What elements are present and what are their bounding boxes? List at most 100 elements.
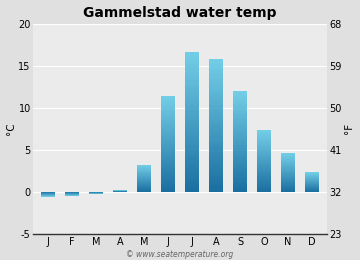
Bar [161,117,175,118]
Bar [161,152,175,153]
Bar [233,129,247,131]
Bar [305,189,319,190]
Bar [233,135,247,136]
Bar [257,171,271,172]
Bar [281,162,295,163]
Bar [185,101,199,103]
Bar [161,125,175,126]
Title: Gammelstad water temp: Gammelstad water temp [83,5,277,19]
Bar [209,147,223,150]
Bar [185,148,199,150]
Bar [233,104,247,106]
Bar [161,165,175,166]
Bar [185,54,199,57]
Bar [233,175,247,177]
Bar [137,189,151,190]
Bar [233,155,247,157]
Bar [185,96,199,99]
Bar [209,132,223,134]
Bar [161,109,175,110]
Bar [161,168,175,170]
Bar [257,151,271,152]
Bar [233,108,247,109]
Bar [257,179,271,180]
Bar [209,183,223,185]
Bar [185,171,199,173]
Bar [257,174,271,176]
Bar [233,119,247,121]
Bar [161,98,175,99]
Bar [209,59,223,61]
Bar [185,99,199,101]
Bar [305,183,319,184]
Bar [281,166,295,167]
Bar [185,89,199,92]
Bar [233,140,247,141]
Bar [233,172,247,173]
Bar [281,182,295,183]
Bar [137,191,151,192]
Bar [257,142,271,143]
Bar [209,61,223,63]
Bar [161,182,175,184]
Bar [257,183,271,184]
Bar [305,190,319,191]
Bar [257,184,271,185]
Bar [257,165,271,166]
Bar [209,79,223,81]
Bar [185,161,199,164]
Bar [209,63,223,66]
Bar [305,172,319,173]
Bar [185,117,199,120]
Bar [161,190,175,192]
Bar [257,180,271,181]
Bar [185,131,199,134]
Bar [257,154,271,155]
Bar [257,138,271,139]
Bar [185,143,199,145]
Bar [137,166,151,167]
Bar [281,158,295,159]
Bar [233,99,247,101]
Bar [281,161,295,162]
Bar [257,148,271,149]
Text: © www.seatemperature.org: © www.seatemperature.org [126,250,234,259]
Bar [257,186,271,187]
Bar [257,156,271,157]
Bar [185,120,199,122]
Bar [257,189,271,190]
Bar [305,176,319,177]
Bar [209,185,223,187]
Bar [281,190,295,191]
Bar [209,163,223,165]
Bar [257,164,271,165]
Bar [161,157,175,158]
Bar [305,179,319,180]
Bar [137,165,151,166]
Bar [161,177,175,179]
Bar [161,131,175,133]
Bar [233,173,247,175]
Bar [209,76,223,79]
Bar [209,66,223,68]
Bar [185,82,199,85]
Bar [185,187,199,190]
Bar [233,190,247,192]
Bar [185,103,199,106]
Bar [137,174,151,175]
Bar [281,168,295,169]
Bar [185,157,199,159]
Bar [281,184,295,185]
Bar [161,170,175,171]
Bar [305,182,319,183]
Bar [257,135,271,136]
Bar [161,181,175,182]
Bar [305,177,319,178]
Bar [257,166,271,167]
Bar [257,162,271,163]
Bar [185,71,199,73]
Bar [257,178,271,179]
Bar [257,181,271,183]
Bar [233,131,247,133]
Bar [161,139,175,141]
